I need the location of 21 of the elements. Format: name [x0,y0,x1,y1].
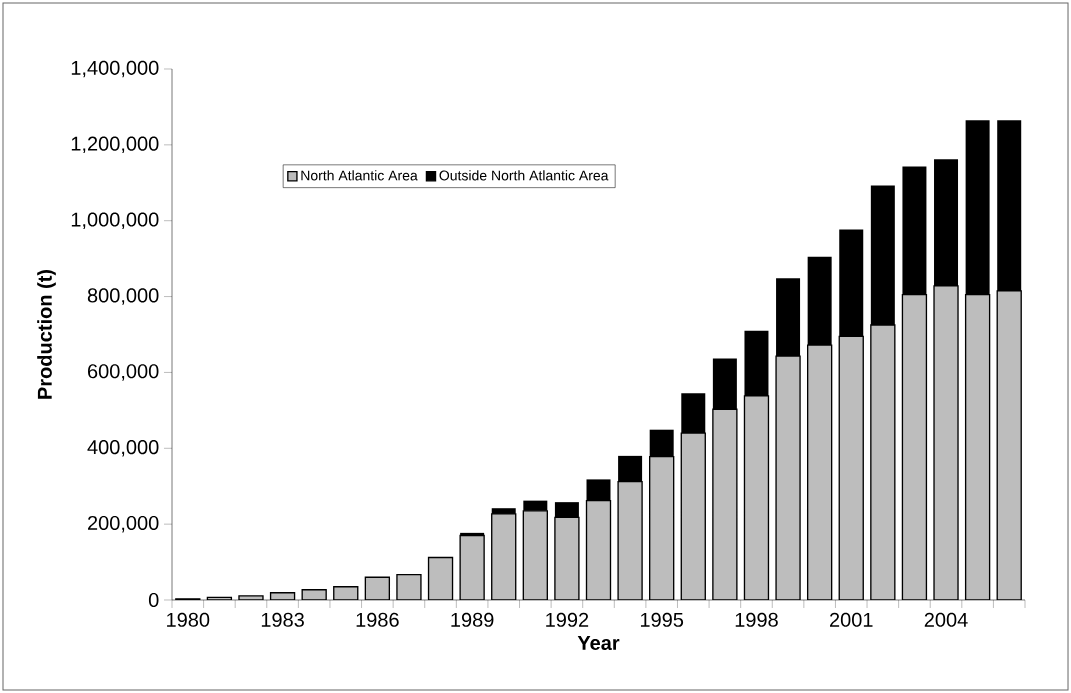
y-axis-title: Production (t) [37,269,56,399]
x-tick-label: 1980 [167,612,210,627]
x-tick-label: 1989 [451,612,494,627]
x-tick-label: 2001 [830,612,873,627]
y-tick-label: 1,000,000 [71,212,159,229]
y-tick-label: 0 [148,592,159,608]
y-tick-label: 200,000 [88,515,159,533]
y-tick-label: 600,000 [88,364,159,381]
x-tick-label: 1986 [356,612,399,627]
x-tick-label: 1983 [261,612,304,627]
y-tick-label: 800,000 [87,288,159,305]
legend-label: Outside North Atlantic Area [439,170,609,181]
y-tick-label: 1,200,000 [71,136,159,154]
y-tick-label: 1,400,000 [71,60,159,78]
x-axis-title: Year [577,636,620,650]
x-tick-label: 1992 [546,612,589,627]
legend-label: North Atlantic Area [301,170,418,181]
y-tick-label: 400,000 [87,440,159,457]
x-tick-label: 1998 [735,612,778,627]
x-tick-label: 2004 [924,612,968,627]
x-tick-label: 1995 [640,612,684,627]
